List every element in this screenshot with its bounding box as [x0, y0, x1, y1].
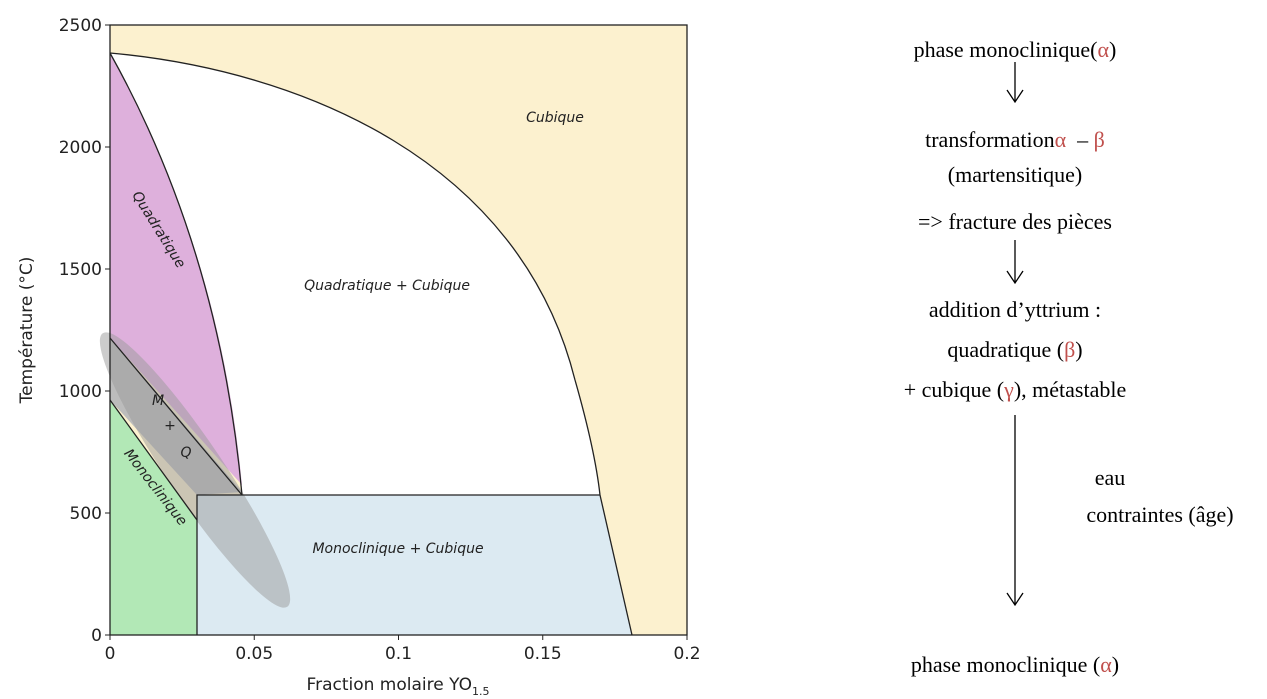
greek-symbol: α — [1098, 37, 1110, 62]
flow-text: phase monoclinique ( — [911, 652, 1100, 677]
x-axis-label-sub: 1.5 — [472, 685, 490, 698]
flow-text: => fracture des pièces — [918, 209, 1112, 234]
flow-line: => fracture des pièces — [918, 209, 1112, 234]
region-label: Q — [180, 445, 191, 461]
flow-line: (martensitique) — [948, 162, 1082, 187]
boundary — [109, 52, 633, 636]
flow-text: contraintes (âge) — [1086, 502, 1233, 527]
y-tick-label: 500 — [70, 504, 102, 524]
y-axis-label: Température (°C) — [17, 257, 37, 405]
flow-text: transformation — [925, 127, 1055, 152]
phase-regions — [99, 24, 688, 636]
axes: 0 0.05 0.1 0.15 0.2 0 500 1000 1500 2000 2500 Tempé… — [17, 16, 701, 698]
monoclinic-region — [110, 400, 197, 635]
greek-symbol: β — [1064, 337, 1075, 362]
boundary — [196, 494, 600, 635]
boundary — [109, 337, 243, 521]
flow-text: eau — [1095, 465, 1126, 490]
arrow — [1006, 240, 1024, 285]
flow-text: ) — [1075, 337, 1082, 362]
x-tick-label: 0.05 — [235, 644, 273, 664]
monoclinic-cubic-region — [197, 495, 632, 635]
arrow — [1006, 62, 1024, 104]
flow-arrows — [1006, 62, 1024, 607]
region-label: M — [152, 393, 164, 409]
x-tick-label: 0.15 — [524, 644, 562, 664]
flow-line: addition d’yttrium : — [929, 297, 1101, 322]
tetragonal-region — [110, 53, 242, 485]
flow-text: ) — [1109, 37, 1116, 62]
x-tick-label: 0 — [105, 644, 116, 664]
flow-text: – — [1066, 127, 1094, 152]
y-tick-label: 1500 — [59, 260, 102, 280]
y-tick-label: 2500 — [59, 16, 102, 36]
flow: phase monoclinique(α)transformationα – β… — [904, 37, 1234, 677]
arrow — [1006, 415, 1024, 607]
flow-text: ), métastable — [1014, 377, 1126, 402]
greek-symbol: α — [1055, 127, 1067, 152]
flow-line: transformationα – β — [925, 127, 1105, 152]
metastable-zone — [99, 332, 291, 608]
flow-text: (martensitique) — [948, 162, 1082, 187]
flow-line: eau — [1095, 465, 1126, 490]
x-tick-label: 0.1 — [385, 644, 412, 664]
x-axis-label: Fraction molaire YO1.5 — [307, 675, 490, 698]
boundary — [109, 52, 243, 496]
flow-text: quadratique ( — [947, 337, 1064, 362]
flow-line: quadratique (β) — [947, 337, 1082, 362]
region-label: Monoclinique + Cubique — [312, 541, 483, 557]
y-tick-label: 1000 — [59, 382, 102, 402]
greek-symbol: γ — [1003, 377, 1014, 402]
flow-line: contraintes (âge) — [1086, 502, 1233, 527]
x-tick-label: 0.2 — [673, 644, 700, 664]
x-axis-label-text: Fraction molaire YO — [307, 675, 472, 695]
flow-line: phase monoclinique (α) — [911, 652, 1119, 677]
region-label: Cubique — [526, 110, 584, 126]
flow-line: phase monoclinique(α) — [914, 37, 1117, 62]
y-tick-label: 0 — [91, 626, 102, 646]
greek-symbol: α — [1100, 652, 1112, 677]
region-label: Quadratique + Cubique — [304, 278, 470, 294]
flow-line: + cubique (γ), métastable — [904, 377, 1127, 402]
flow-text: + cubique ( — [904, 377, 1004, 402]
greek-symbol: β — [1094, 127, 1105, 152]
tetragonal-cubic-region — [110, 53, 632, 635]
flow-text: addition d’yttrium : — [929, 297, 1101, 322]
flow-text: phase monoclinique( — [914, 37, 1098, 62]
flow-text: ) — [1112, 652, 1119, 677]
y-tick-label: 2000 — [59, 138, 102, 158]
region-label: + — [164, 418, 176, 434]
